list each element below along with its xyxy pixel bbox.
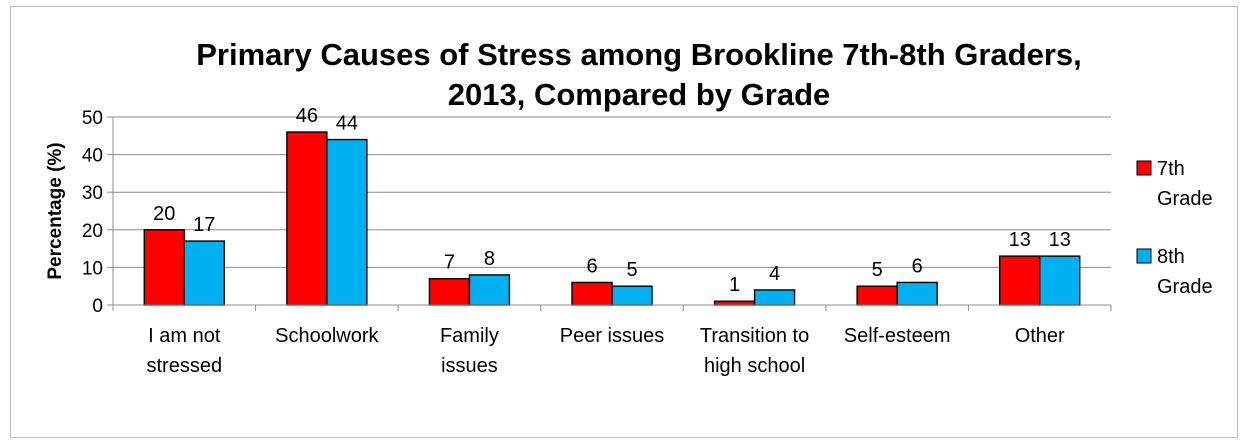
data-label-2-6: 6 [912, 255, 923, 277]
chart-title: Primary Causes of Stress among Brookline… [196, 37, 1082, 112]
bar-1-5 [713, 300, 756, 306]
legend-label-1-line-1: 7th [1157, 158, 1185, 180]
legend-label-2-line-2: Grade [1157, 276, 1213, 298]
bar-1-1 [143, 229, 185, 306]
category-labels: I am not stressed Schoolwork Family issues Pe… [146, 325, 1065, 377]
bar-2-2 [326, 138, 368, 306]
bar-2-4 [611, 285, 653, 306]
category-label-1-line-1: I am not [148, 325, 221, 347]
data-label-1-2: 46 [296, 105, 318, 127]
chart-title-line-2: 2013, Compared by Grade [448, 77, 831, 112]
bar-1-3 [428, 277, 471, 306]
data-label-1-7: 13 [1009, 229, 1031, 251]
bar-1-6 [856, 285, 898, 306]
legend-label-1-line-2: Grade [1157, 188, 1213, 210]
category-label-3-line-2: issues [441, 355, 498, 377]
y-axis-title-text: Percentage (%) [45, 142, 66, 279]
category-label-2-line-1: Schoolwork [275, 325, 379, 347]
data-label-1-6: 5 [872, 259, 883, 281]
gridlines [113, 116, 1111, 268]
y-axis-ticks: 0 10 20 30 40 50 [82, 108, 113, 317]
category-label-6-line-1: Self-esteem [844, 325, 951, 347]
legend-label-2-line-1: 8th [1157, 246, 1185, 268]
category-label-5-line-2: high school [704, 355, 805, 377]
data-label-2-1: 17 [193, 214, 215, 236]
bar-2-1 [183, 240, 225, 306]
bar-2-3 [468, 274, 511, 306]
y-tick-label-50: 50 [82, 108, 103, 129]
bar-1-7 [999, 255, 1041, 306]
y-tick-label-30: 30 [82, 183, 103, 204]
legend: 7th Grade 8th Grade [1136, 158, 1213, 298]
bars [143, 131, 1081, 306]
bar-1-4 [571, 281, 613, 306]
chart-title-line-1: Primary Causes of Stress among Brookline… [196, 37, 1082, 72]
data-label-2-5: 4 [769, 263, 780, 285]
bar-2-7 [1039, 255, 1081, 306]
y-tick-label-10: 10 [82, 258, 103, 279]
bar-1-2 [286, 131, 328, 306]
data-label-1-4: 6 [586, 255, 597, 277]
data-label-2-4: 5 [626, 259, 637, 281]
y-axis-title: Percentage (%) [45, 142, 66, 279]
chart-frame: Primary Causes of Stress among Brookline… [10, 6, 1238, 438]
data-labels: 20 17 46 44 7 8 6 5 1 4 5 6 13 13 [153, 105, 1071, 296]
bar-2-5 [753, 289, 796, 306]
legend-swatch-1 [1136, 160, 1152, 176]
data-label-2-2: 44 [336, 113, 358, 135]
category-label-4-line-1: Peer issues [560, 325, 665, 347]
data-label-2-7: 13 [1049, 229, 1071, 251]
bar-chart: Primary Causes of Stress among Brookline… [45, 37, 1213, 377]
category-label-1-line-2: stressed [146, 355, 222, 377]
y-tick-label-0: 0 [92, 296, 103, 317]
category-label-5-line-1: Transition to [700, 325, 809, 347]
data-label-1-5: 1 [729, 274, 740, 296]
axes [112, 117, 1112, 311]
legend-swatch-2 [1136, 248, 1152, 264]
y-tick-label-40: 40 [82, 146, 103, 167]
y-tick-label-20: 20 [82, 221, 103, 242]
data-label-2-3: 8 [484, 248, 495, 270]
data-label-1-3: 7 [444, 252, 455, 274]
bar-2-6 [896, 281, 938, 306]
data-label-1-1: 20 [153, 203, 175, 225]
category-label-3-line-1: Family [440, 325, 499, 347]
category-label-7-line-1: Other [1015, 325, 1065, 347]
